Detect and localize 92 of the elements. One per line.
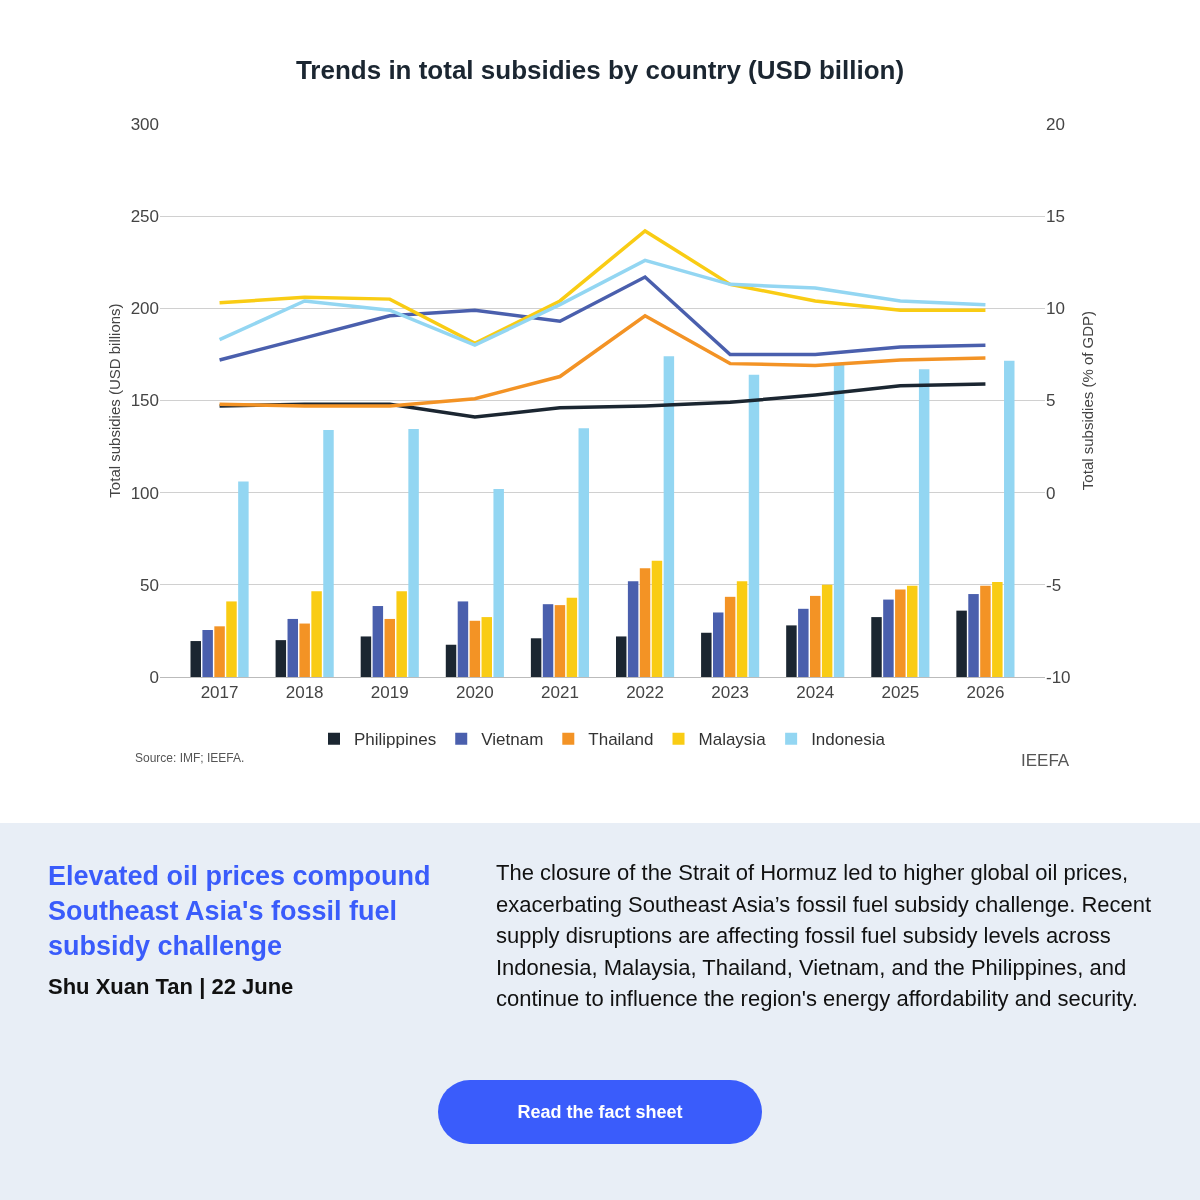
bar (810, 595, 821, 677)
line-series (217, 229, 988, 346)
x-tick-label: 2024 (796, 683, 835, 703)
bar (736, 581, 748, 677)
y-tick-label: 200 (130, 299, 159, 319)
y2-axis-title: Total subsidies (% of GDP) (1078, 310, 1096, 491)
line-series (217, 258, 988, 347)
bar (821, 584, 833, 677)
bar (833, 364, 845, 677)
bar (992, 582, 1003, 677)
x-tick-label: 2023 (711, 683, 750, 703)
y2-tick-label: 15 (1046, 207, 1065, 227)
bar (798, 608, 809, 677)
bar (724, 596, 736, 677)
y-axis-title: Total subsidies (USD billions) (106, 303, 123, 498)
bar (275, 640, 287, 677)
legend-label: Vietnam (481, 730, 544, 750)
bar (786, 625, 797, 677)
y-tick-label: 100 (130, 483, 159, 503)
text: Elevated oil prices compound Southeast Asia's fossil fuel subsidy challenge (48, 860, 432, 963)
bar (968, 594, 979, 677)
bar (372, 606, 384, 677)
y2-tick-label: -10 (1046, 667, 1071, 687)
bar (469, 620, 481, 677)
bar (360, 636, 372, 677)
y-tick-label: 0 (149, 667, 159, 687)
bar (627, 581, 639, 677)
x-tick-label: 2017 (200, 683, 239, 703)
legend-label: Malaysia (698, 730, 767, 750)
bar (615, 636, 627, 677)
text: Read the fact sheet (438, 1080, 762, 1144)
bar (493, 488, 504, 677)
bar (238, 481, 249, 677)
bar (1004, 360, 1015, 677)
bar (578, 428, 590, 677)
y-tick-label: 250 (130, 207, 159, 227)
bar (396, 591, 407, 677)
bar (445, 644, 457, 677)
y2-tick-label: -5 (1046, 575, 1062, 595)
bar (907, 585, 918, 677)
bar (311, 591, 322, 677)
bar (566, 597, 578, 677)
text: The closure of the Strait of Hormuz led to higher global oil prices, exacerbating Southeast Asia’s fossil fuel subsidy challenge. Recent supply disruptions are affecting fossil fuel subsidy levels across Indonesia, Malaysia, Thailand, Vietnam, and the Philippines, and continue to influence the region's energy affordability and security. (496, 859, 1153, 1013)
bar (384, 618, 395, 677)
bar (481, 617, 493, 677)
y-tick-label: 50 (140, 575, 159, 595)
legend-label: Philippines (354, 730, 437, 750)
bar (214, 626, 225, 677)
bar (651, 560, 663, 677)
bar (190, 641, 201, 677)
line-series (217, 275, 988, 362)
bar (956, 610, 967, 677)
source-note: Source: IMF; IEEFA. (135, 751, 245, 765)
bar (323, 429, 334, 677)
bar (530, 638, 542, 677)
text: Shu Xuan Tan | 22 June (48, 974, 295, 1000)
bar (287, 618, 298, 677)
bar (871, 617, 882, 677)
bar (202, 630, 213, 677)
bar (883, 599, 894, 677)
y2-tick-label: 5 (1046, 391, 1056, 411)
bar (748, 374, 760, 677)
y2-tick-label: 10 (1046, 299, 1065, 319)
bar (542, 604, 554, 677)
x-tick-label: 2019 (370, 683, 409, 703)
text: IEEFA (1021, 751, 1070, 770)
bar (639, 568, 651, 677)
line-series (217, 313, 988, 408)
bar (663, 356, 675, 677)
bar (918, 369, 930, 677)
chart-title: Trends in total subsidies by country (USD billion) (295, 55, 905, 86)
x-tick-label: 2022 (626, 683, 664, 703)
legend-label: Thailand (588, 730, 654, 750)
bar (299, 623, 310, 677)
bar (226, 601, 237, 677)
x-tick-label: 2025 (881, 683, 920, 703)
bar (554, 605, 566, 677)
x-tick-label: 2021 (541, 683, 579, 703)
bar (457, 601, 469, 677)
x-tick-label: 2020 (455, 683, 494, 703)
bar (712, 612, 724, 677)
bar (980, 585, 991, 677)
y2-tick-label: 20 (1046, 114, 1065, 134)
x-tick-label: 2018 (285, 683, 324, 703)
bar (701, 632, 712, 677)
y-tick-label: 300 (130, 114, 159, 134)
y-tick-label: 150 (130, 391, 159, 411)
bar (895, 589, 906, 677)
legend-label: Indonesia (811, 730, 886, 750)
x-tick-label: 2026 (966, 683, 1005, 703)
y2-tick-label: 0 (1046, 483, 1056, 503)
bar (408, 429, 419, 677)
